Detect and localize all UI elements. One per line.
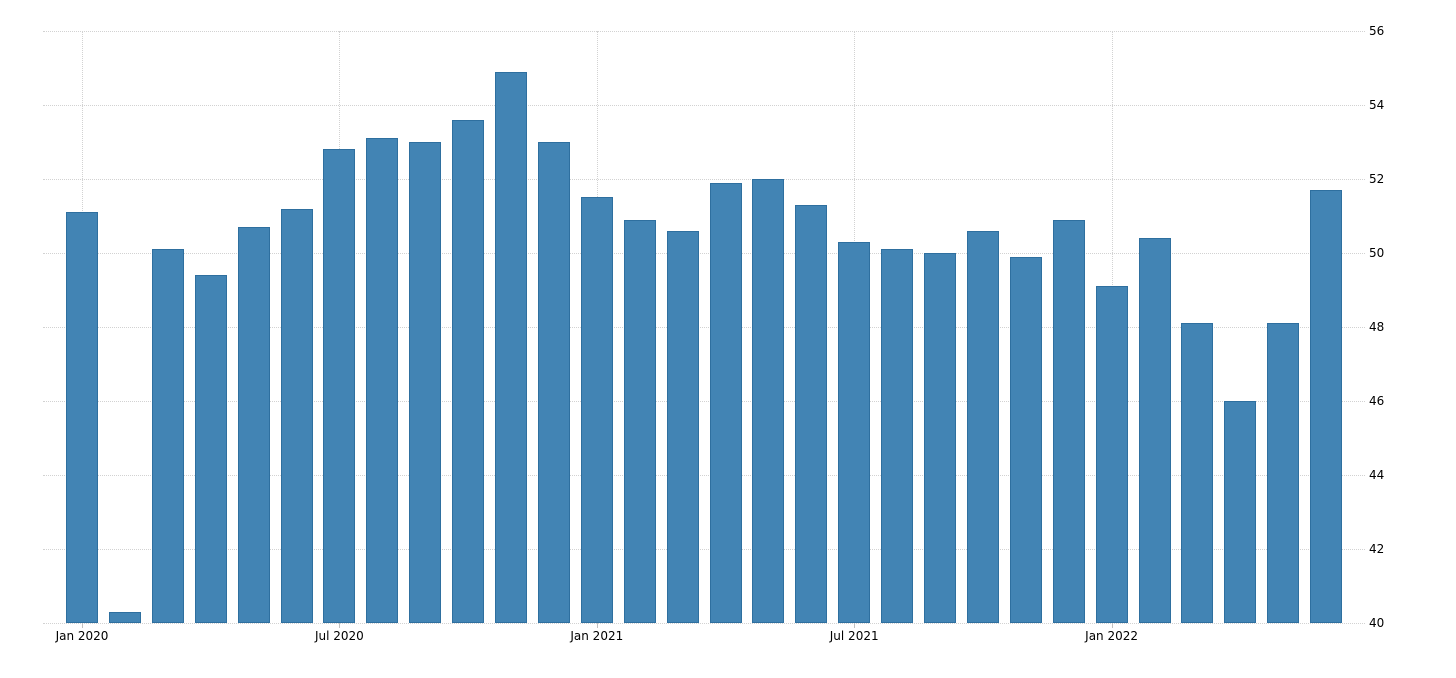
bar[interactable]: [538, 142, 570, 623]
x-axis-tick-label: Jul 2021: [829, 629, 879, 643]
bar[interactable]: [624, 220, 656, 623]
bar[interactable]: [752, 179, 784, 623]
bar[interactable]: [281, 209, 313, 623]
bar[interactable]: [1139, 238, 1171, 623]
y-axis-tick-label: 42: [1369, 542, 1385, 556]
bar[interactable]: [409, 142, 441, 623]
y-axis-tick-label: 40: [1369, 616, 1385, 630]
bar[interactable]: [881, 249, 913, 623]
x-axis-tick-label: Jan 2021: [570, 629, 624, 643]
y-axis-tick-label: 52: [1369, 172, 1385, 186]
horizontal-gridline: [43, 327, 1365, 328]
horizontal-gridline: [43, 623, 1365, 624]
horizontal-gridline: [43, 253, 1365, 254]
y-axis-tick-label: 56: [1369, 24, 1385, 38]
bar[interactable]: [924, 253, 956, 623]
bar[interactable]: [1267, 323, 1299, 623]
bar[interactable]: [1053, 220, 1085, 623]
x-axis-tick-label: Jan 2022: [1085, 629, 1139, 643]
bar[interactable]: [66, 212, 98, 623]
bar[interactable]: [152, 249, 184, 623]
horizontal-gridline: [43, 401, 1365, 402]
bar[interactable]: [967, 231, 999, 623]
bar[interactable]: [1310, 190, 1342, 623]
y-axis-tick-label: 46: [1369, 394, 1385, 408]
bar[interactable]: [495, 72, 527, 623]
bar[interactable]: [109, 612, 141, 623]
x-axis-tick-label: Jul 2020: [314, 629, 364, 643]
horizontal-gridline: [43, 105, 1365, 106]
x-axis-tick-mark: [82, 623, 83, 628]
x-axis-tick-label: Jan 2020: [55, 629, 109, 643]
y-axis-tick-label: 54: [1369, 98, 1385, 112]
bar[interactable]: [667, 231, 699, 623]
x-axis-tick-mark: [596, 623, 598, 628]
bar[interactable]: [1224, 401, 1256, 623]
y-axis-tick-label: 48: [1369, 320, 1385, 334]
bar[interactable]: [838, 242, 870, 623]
horizontal-gridline: [43, 549, 1365, 550]
bar[interactable]: [195, 275, 227, 623]
y-axis-tick-label: 44: [1369, 468, 1385, 482]
bar[interactable]: [452, 120, 484, 623]
bar[interactable]: [323, 149, 355, 623]
horizontal-gridline: [43, 179, 1365, 180]
bar[interactable]: [1010, 257, 1042, 623]
bar[interactable]: [795, 205, 827, 623]
x-axis-tick-mark: [854, 623, 856, 628]
bar[interactable]: [1096, 286, 1128, 623]
bar[interactable]: [238, 227, 270, 623]
bar[interactable]: [1181, 323, 1213, 623]
bar[interactable]: [581, 197, 613, 623]
x-axis-tick-mark: [1111, 623, 1113, 628]
bar[interactable]: [710, 183, 742, 623]
bar[interactable]: [366, 138, 398, 623]
horizontal-gridline: [43, 475, 1365, 476]
y-axis-tick-label: 50: [1369, 246, 1385, 260]
x-axis-tick-mark: [339, 623, 341, 628]
horizontal-gridline: [43, 31, 1365, 32]
